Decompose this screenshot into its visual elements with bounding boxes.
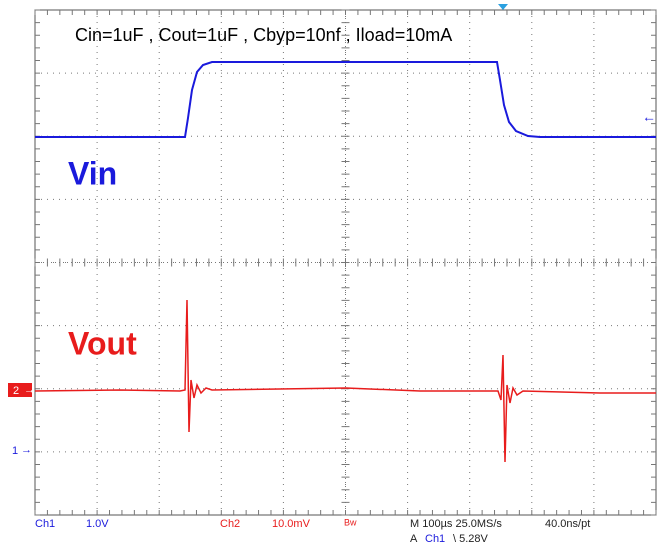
ch2-marker-arrow: → [24, 384, 35, 396]
vout-label: Vout [68, 325, 137, 361]
vin-label: Vin [68, 155, 117, 191]
ch2-scale: 10.0mV [272, 518, 311, 530]
vin-trace [35, 61, 656, 138]
trigger-prefix: A [410, 533, 418, 545]
trigger-level: \ 5.28V [453, 533, 489, 545]
bw-status: Bw [344, 517, 357, 527]
ch1-status: Ch1 [35, 518, 55, 530]
ch2-marker-box [8, 383, 32, 397]
timebase: M 100µs 25.0MS/s [410, 518, 502, 530]
graticule [34, 9, 657, 516]
resolution: 40.0ns/pt [545, 518, 590, 530]
vout-trace [34, 299, 656, 463]
trigger-position [498, 4, 508, 10]
trigger-source: Ch1 [425, 533, 445, 545]
ch1-marker: 1 [12, 445, 18, 457]
ch1-marker-arrow: → [21, 444, 32, 456]
trigger-level-arrow: ← [642, 109, 656, 125]
ch2-status: Ch2 [220, 518, 240, 530]
title: Cin=1uF , Cout=1uF , Cbyp=10nf , Iload=1… [75, 25, 452, 45]
ch2-marker: 2 [13, 385, 19, 397]
ch1-scale: 1.0V [86, 518, 109, 530]
